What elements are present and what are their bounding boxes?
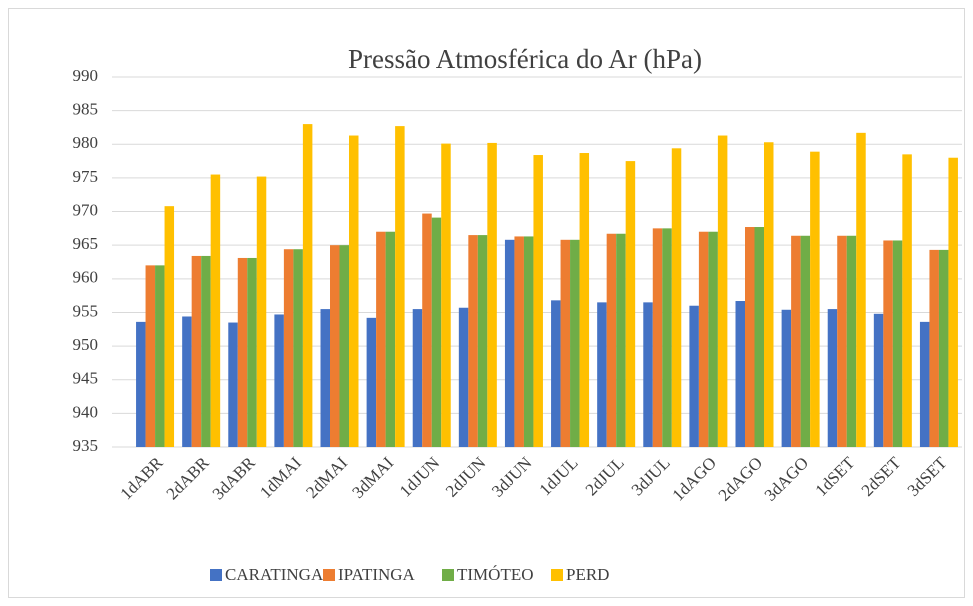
bar [827, 309, 838, 447]
bar [164, 206, 175, 447]
bar [708, 231, 718, 447]
bar [662, 228, 672, 447]
bar [441, 143, 451, 447]
bar [274, 314, 284, 447]
bar [514, 236, 524, 447]
bar [191, 255, 202, 447]
bar [330, 245, 340, 447]
bar [487, 142, 497, 447]
bar [523, 236, 534, 447]
bar [781, 309, 792, 447]
bar [136, 321, 146, 447]
bar [201, 255, 211, 447]
legend-swatch [551, 569, 563, 581]
chart-title: Pressão Atmosférica do Ar (hPa) [348, 44, 702, 74]
bar [671, 148, 682, 448]
bar [754, 227, 764, 447]
bar [349, 135, 359, 447]
bar [570, 239, 580, 447]
bar [800, 235, 811, 447]
y-tick-label: 940 [73, 402, 99, 421]
bar [366, 317, 377, 447]
bar [745, 227, 755, 447]
y-tick-label: 965 [73, 234, 99, 253]
bar [791, 235, 801, 447]
bar [458, 307, 469, 447]
bar [247, 257, 257, 447]
legend-label: IPATINGA [338, 565, 416, 584]
legend-swatch [323, 569, 335, 581]
bar [385, 231, 396, 447]
bar [643, 302, 653, 447]
bar [210, 174, 221, 447]
y-tick-label: 980 [73, 133, 99, 152]
bar [625, 161, 636, 447]
bar [395, 126, 405, 447]
bar [477, 235, 488, 447]
y-tick-label: 985 [73, 100, 99, 119]
bar [228, 322, 238, 447]
bar [902, 154, 912, 447]
bar [764, 142, 774, 447]
legend-swatch [210, 569, 222, 581]
bar [339, 245, 349, 447]
bar [810, 151, 820, 447]
bar [689, 305, 699, 447]
bar [846, 235, 857, 447]
bar [320, 309, 330, 447]
y-tick-label: 970 [73, 200, 99, 219]
bar [293, 249, 303, 447]
legend-label: PERD [566, 565, 609, 584]
bar [468, 235, 478, 447]
bar [597, 302, 607, 447]
bar [948, 157, 958, 447]
bar [652, 228, 663, 447]
bar [256, 176, 267, 447]
bar [856, 132, 866, 447]
bar [616, 233, 626, 447]
bar [551, 300, 561, 447]
bar [837, 235, 847, 447]
bar [422, 213, 432, 447]
bar [873, 313, 884, 447]
y-tick-label: 955 [73, 301, 99, 320]
bar [237, 257, 248, 447]
bar [579, 153, 590, 447]
legend-swatch [442, 569, 454, 581]
y-tick-label: 990 [73, 66, 99, 85]
bar [717, 135, 728, 447]
legend-label: TIMÓTEO [457, 565, 533, 584]
y-tick-label: 975 [73, 167, 99, 186]
y-tick-label: 945 [73, 369, 99, 388]
bar [938, 249, 949, 447]
y-tick-label: 950 [73, 335, 99, 354]
bar [883, 240, 893, 447]
bar [698, 231, 709, 447]
legend-label: CARATINGA [225, 565, 324, 584]
bar [145, 265, 156, 447]
y-tick-label: 935 [73, 436, 99, 455]
bar [412, 309, 423, 447]
bar [919, 321, 930, 447]
bar [431, 217, 442, 447]
bar [606, 233, 617, 447]
bar [182, 316, 192, 447]
bar [892, 240, 903, 447]
bar [735, 301, 745, 447]
bar [560, 239, 571, 447]
bar [929, 249, 939, 447]
bar [302, 124, 313, 447]
bar [504, 239, 515, 447]
y-tick-label: 960 [73, 268, 99, 287]
bar [283, 249, 294, 447]
bar [376, 231, 386, 447]
bar [533, 155, 543, 447]
bar [155, 265, 165, 447]
